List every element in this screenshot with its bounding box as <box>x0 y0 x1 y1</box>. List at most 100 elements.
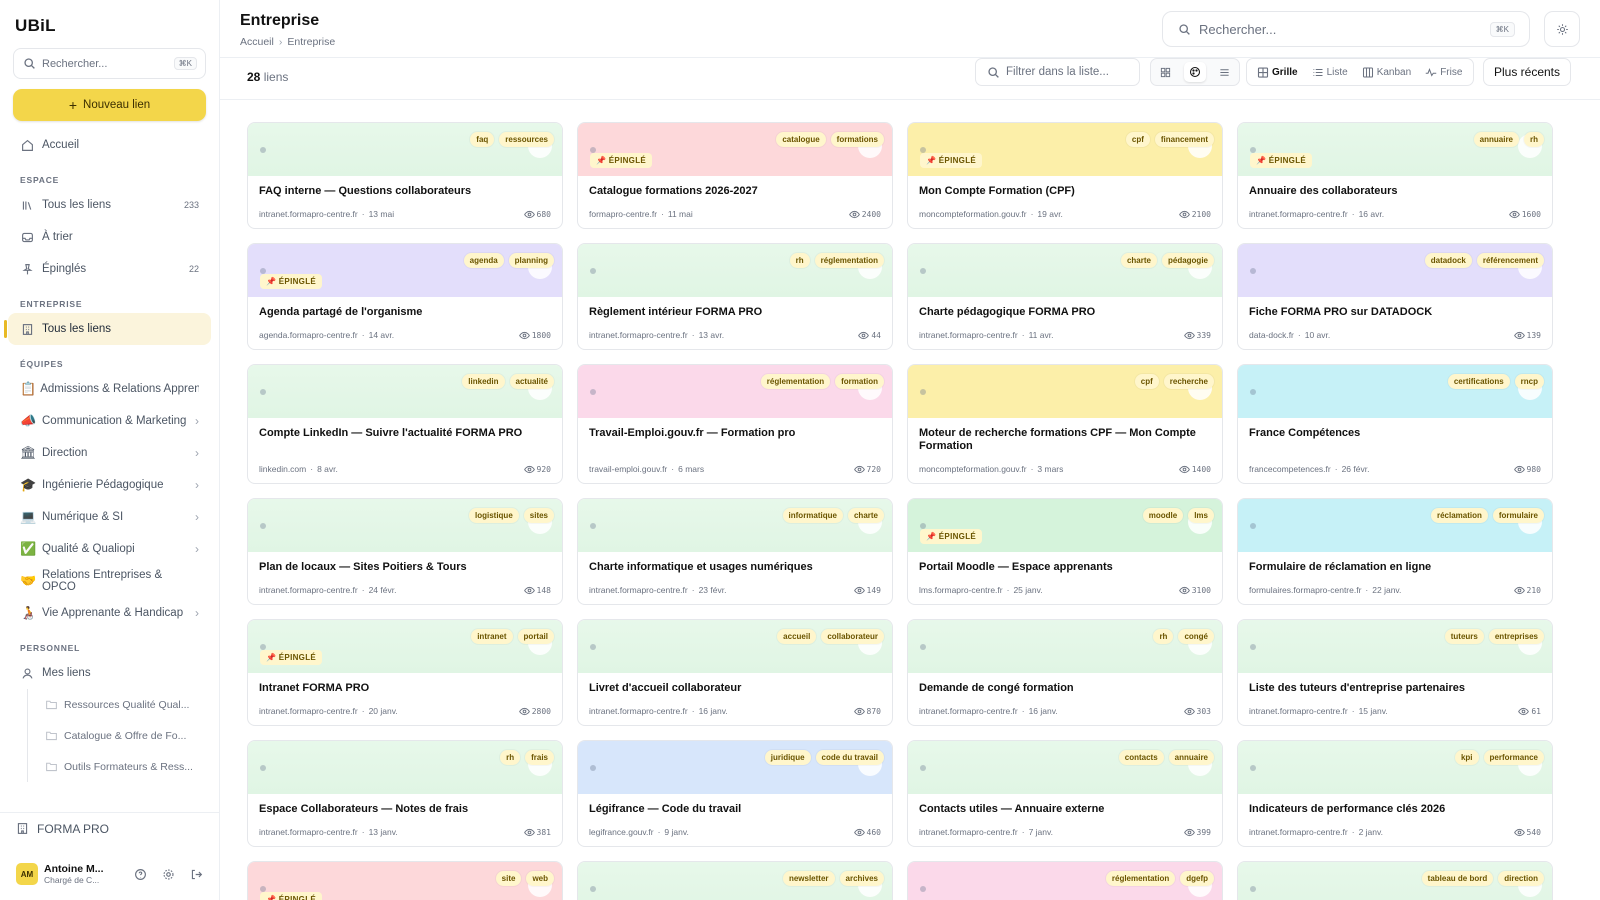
view-list-button[interactable]: Liste <box>1306 61 1354 83</box>
tag-badge[interactable]: formations <box>830 132 884 147</box>
tag-badge[interactable]: entreprises <box>1488 629 1544 644</box>
card-title[interactable]: Espace Collaborateurs — Notes de frais <box>259 803 469 815</box>
link-card[interactable]: site web 📌 ÉPINGLÉ <box>247 861 563 900</box>
link-card[interactable]: rh réglementation Règlement intérieur FOR… <box>577 243 893 350</box>
link-card[interactable]: réglementation formation Travail-Emploi.g… <box>577 364 893 484</box>
tag-badge[interactable]: référencement <box>1476 253 1544 268</box>
sidebar-search-input[interactable]: Rechercher... ⌘K <box>13 48 206 79</box>
nav-all-links[interactable]: Tous les liens 233 <box>8 189 211 221</box>
tag-badge[interactable]: formation <box>835 374 884 389</box>
card-title[interactable]: Catalogue formations 2026-2027 <box>589 185 758 197</box>
link-card[interactable]: rh frais Espace Collaborateurs — Notes de… <box>247 740 563 847</box>
card-title[interactable]: Portail Moodle — Espace apprenants <box>919 561 1113 573</box>
link-card[interactable]: tableau de bord direction <box>1237 861 1553 900</box>
tag-badge[interactable]: archives <box>839 871 884 886</box>
tag-badge[interactable]: intranet <box>471 629 513 644</box>
tag-badge[interactable]: portail <box>517 629 554 644</box>
card-title[interactable]: Annuaire des collaborateurs <box>1249 185 1398 197</box>
card-title[interactable]: Liste des tuteurs d'entreprise partenair… <box>1249 682 1465 694</box>
tag-badge[interactable]: lms <box>1188 508 1214 523</box>
tag-badge[interactable]: performance <box>1483 750 1544 765</box>
tag-badge[interactable]: linkedin <box>462 374 505 389</box>
tag-badge[interactable]: formulaire <box>1492 508 1544 523</box>
tag-badge[interactable]: planning <box>508 253 554 268</box>
team-item[interactable]: 📣 Communication & Marketing › <box>8 405 211 437</box>
card-title[interactable]: Contacts utiles — Annuaire externe <box>919 803 1105 815</box>
chevron-right-icon[interactable]: › <box>195 446 199 460</box>
logout-icon[interactable] <box>189 867 203 881</box>
tag-badge[interactable]: rh <box>1524 132 1544 147</box>
link-card[interactable]: newsletter archives <box>577 861 893 900</box>
tag-badge[interactable]: direction <box>1498 871 1544 886</box>
chevron-right-icon[interactable]: › <box>195 542 199 556</box>
link-card[interactable]: accueil collaborateur Livret d'accueil co… <box>577 619 893 726</box>
tag-badge[interactable]: rh <box>1153 629 1174 644</box>
tag-badge[interactable]: site <box>495 871 522 886</box>
tag-badge[interactable]: charte <box>847 508 884 523</box>
sort-select[interactable]: Plus récents <box>1483 58 1571 86</box>
tag-badge[interactable]: frais <box>525 750 554 765</box>
link-card[interactable]: charte pédagogie Charte pédagogique FORMA… <box>907 243 1223 350</box>
link-card[interactable]: cpf financement 📌 ÉPINGLÉ Mon Compte Form… <box>907 122 1223 229</box>
link-card[interactable]: rh congé Demande de congé formation intra… <box>907 619 1223 726</box>
card-title[interactable]: Fiche FORMA PRO sur DATADOCK <box>1249 306 1433 318</box>
tag-badge[interactable]: recherche <box>1163 374 1214 389</box>
tag-badge[interactable]: informatique <box>782 508 843 523</box>
card-title[interactable]: France Compétences <box>1249 427 1361 439</box>
link-card[interactable]: moodle lms 📌 ÉPINGLÉ Portail Moodle — Esp… <box>907 498 1223 605</box>
tag-badge[interactable]: contacts <box>1118 750 1164 765</box>
card-title[interactable]: Charte informatique et usages numériques <box>589 561 813 573</box>
link-card[interactable]: réclamation formulaire Formulaire de récl… <box>1237 498 1553 605</box>
avatar[interactable]: AM <box>16 863 38 885</box>
tag-badge[interactable]: web <box>526 871 554 886</box>
card-title[interactable]: FAQ interne — Questions collaborateurs <box>259 185 472 197</box>
tag-badge[interactable]: juridique <box>764 750 811 765</box>
link-card[interactable]: datadock référencement Fiche FORMA PRO su… <box>1237 243 1553 350</box>
link-card[interactable]: tuteurs entreprises Liste des tuteurs d'e… <box>1237 619 1553 726</box>
tag-badge[interactable]: kpi <box>1454 750 1479 765</box>
tag-badge[interactable]: collaborateur <box>821 629 884 644</box>
view-timeline-button[interactable]: Frise <box>1419 61 1468 83</box>
folder-item[interactable]: Ressources Qualité Qual... <box>0 689 219 720</box>
team-item[interactable]: ✅ Qualité & Qualiopi › <box>8 533 211 565</box>
link-card[interactable]: logistique sites Plan de locaux — Sites P… <box>247 498 563 605</box>
chevron-right-icon[interactable]: › <box>195 478 199 492</box>
team-item[interactable]: 🧑‍🦽 Vie Apprenante & Handicap › <box>8 597 211 629</box>
global-search-input[interactable]: Rechercher... ⌘K <box>1162 11 1530 47</box>
tag-badge[interactable]: réglementation <box>760 374 831 389</box>
card-title[interactable]: Demande de congé formation <box>919 682 1074 694</box>
view-grid-button[interactable]: Grille <box>1251 61 1304 83</box>
tag-badge[interactable]: code du travail <box>815 750 884 765</box>
card-title[interactable]: Travail-Emploi.gouv.fr — Formation pro <box>589 427 796 439</box>
gear-icon[interactable] <box>161 867 175 881</box>
nav-pinned[interactable]: Épinglés 22 <box>8 253 211 285</box>
tag-badge[interactable]: réclamation <box>1430 508 1488 523</box>
link-card[interactable]: catalogue formations 📌 ÉPINGLÉ Catalogue … <box>577 122 893 229</box>
card-title[interactable]: Charte pédagogique FORMA PRO <box>919 306 1096 318</box>
tag-badge[interactable]: pédagogie <box>1161 253 1214 268</box>
tag-badge[interactable]: annuaire <box>1473 132 1519 147</box>
app-logo[interactable]: UBiL <box>15 16 56 35</box>
card-title[interactable]: Livret d'accueil collaborateur <box>589 682 742 694</box>
tag-badge[interactable]: actualité <box>509 374 554 389</box>
link-card[interactable]: réglementation dgefp <box>907 861 1223 900</box>
theme-toggle-button[interactable] <box>1544 11 1580 47</box>
folder-item[interactable]: Catalogue & Offre de Fo... <box>0 720 219 751</box>
tag-badge[interactable]: cpf <box>1134 374 1159 389</box>
tag-badge[interactable]: faq <box>470 132 495 147</box>
tag-badge[interactable]: ressources <box>499 132 554 147</box>
tag-badge[interactable]: rh <box>500 750 521 765</box>
link-card[interactable]: informatique charte Charte informatique e… <box>577 498 893 605</box>
card-title[interactable]: Compte LinkedIn — Suivre l'actualité FOR… <box>259 427 523 439</box>
card-title[interactable]: Intranet FORMA PRO <box>259 682 370 694</box>
link-card[interactable]: faq ressources FAQ interne — Questions co… <box>247 122 563 229</box>
tag-badge[interactable]: réglementation <box>1105 871 1176 886</box>
new-link-button[interactable]: + Nouveau lien <box>13 89 206 121</box>
link-card[interactable]: certifications rncp France Compétences fr… <box>1237 364 1553 484</box>
tag-badge[interactable]: réglementation <box>814 253 884 268</box>
tag-badge[interactable]: charte <box>1120 253 1157 268</box>
filter-input[interactable]: Filtrer dans la liste... <box>975 58 1140 86</box>
tag-badge[interactable]: dgefp <box>1180 871 1214 886</box>
tag-badge[interactable]: rh <box>789 253 810 268</box>
tag-badge[interactable]: annuaire <box>1168 750 1214 765</box>
